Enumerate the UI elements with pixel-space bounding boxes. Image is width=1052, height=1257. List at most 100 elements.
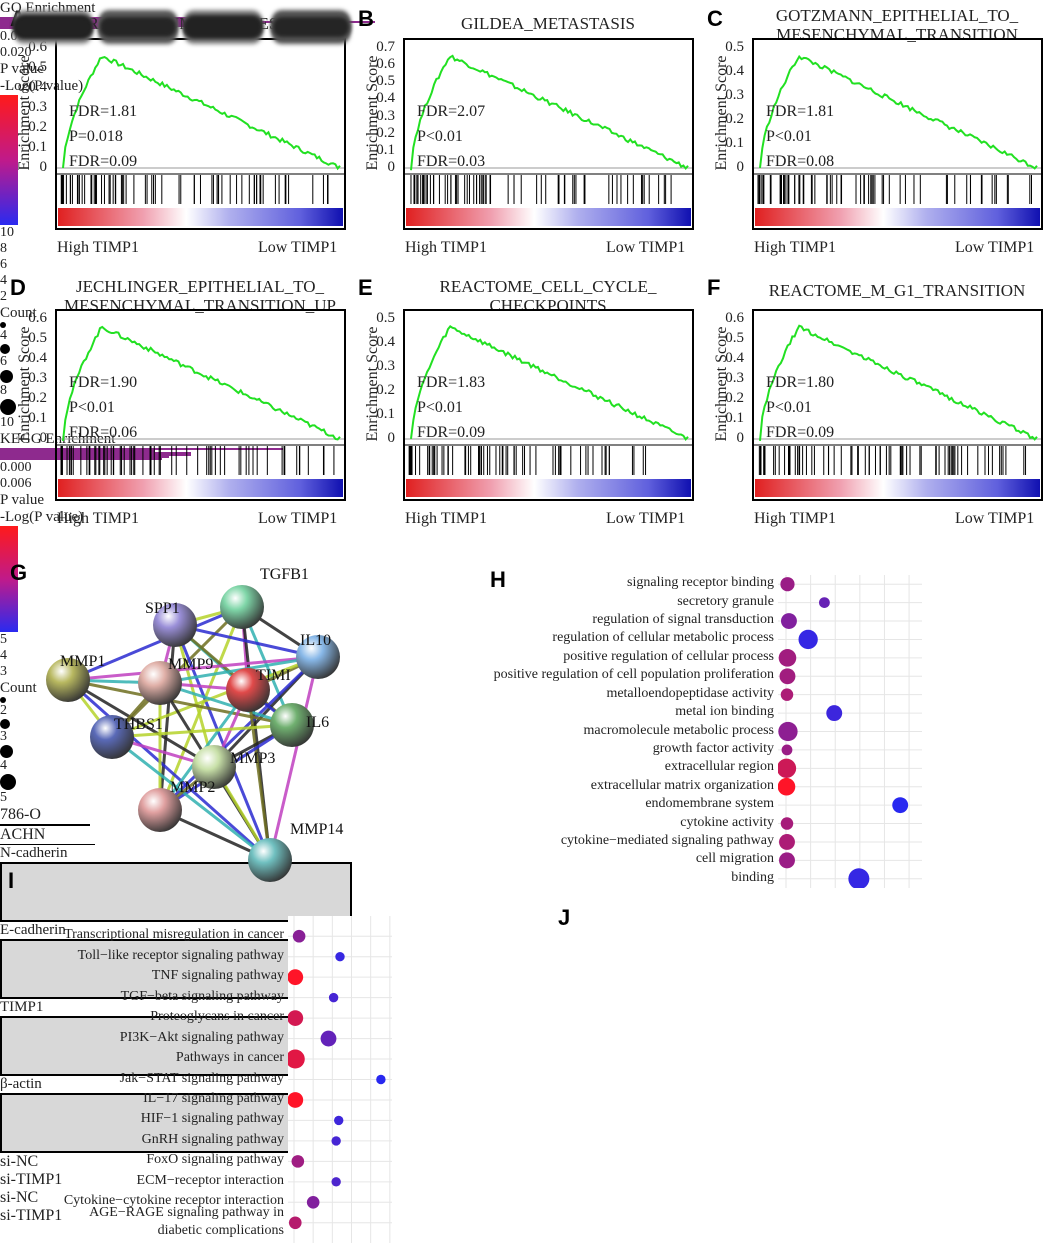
panel-label-i: I [8, 868, 15, 893]
go-term: regulation of cellular metabolic process [552, 630, 774, 646]
stat-text: FDR=0.09 [417, 424, 486, 441]
network-edge [173, 624, 272, 861]
panel-label-b: B [358, 6, 374, 31]
y-tick-label: 0.6 [28, 310, 47, 326]
kegg-term: Proteoglycans in cancer [150, 1009, 284, 1025]
network-node-thbs1 [90, 715, 134, 759]
go-color-tick: 10 [0, 225, 14, 240]
x-right-label: Low TIMP1 [606, 510, 686, 527]
network-node-label: IL10 [300, 632, 331, 649]
blot-label: N-cadherin [0, 845, 68, 861]
y-tick-label: 0.1 [28, 410, 47, 426]
gsea-plot [55, 38, 346, 230]
network-edge [67, 678, 215, 769]
go-underline [0, 17, 191, 19]
go-dot [779, 834, 795, 850]
kegg-term: PI3K−Akt signaling pathway [119, 1029, 284, 1045]
network-node-label: MMP1 [60, 653, 105, 670]
go-term: positive regulation of cell population p… [493, 667, 774, 683]
kegg-underline [0, 448, 283, 450]
y-tick-label: 0.3 [28, 99, 47, 115]
y-tick-label: 0.4 [376, 90, 395, 107]
cell-line-label: 786-O [0, 806, 41, 823]
kegg-size-tick: 3 [0, 729, 7, 744]
stat-text: FDR=1.90 [69, 374, 138, 391]
y-tick-label: 0.4 [725, 63, 744, 79]
kegg-dot [291, 1155, 305, 1168]
blot-label: β-actin [0, 1076, 42, 1092]
kegg-dot [331, 1177, 341, 1187]
network-node-label: IL6 [306, 714, 329, 731]
kegg-dot [288, 1049, 305, 1069]
go-size-dot [0, 344, 10, 354]
kegg-dot [376, 1074, 386, 1085]
kegg-size-dot [0, 745, 13, 758]
go-x-label: P value [0, 61, 45, 77]
network-node-mmp3 [192, 745, 236, 789]
go-term: growth factor activity [652, 740, 774, 756]
kegg-x-label: P value [0, 492, 45, 508]
y-tick-label: 0.1 [28, 139, 47, 155]
kegg-color-tick: 5 [0, 632, 7, 647]
kegg-term: AGE−RAGE signaling pathway in [89, 1204, 284, 1220]
blot-label: E-cadherin [0, 922, 66, 938]
y-tick-label: 0.3 [725, 370, 744, 386]
network-edge [67, 678, 293, 727]
go-dot [781, 613, 797, 629]
kegg-term: TGF−beta signaling pathway [120, 988, 284, 1004]
go-size-legend-title: Count [0, 305, 37, 321]
stat-text: FDR=1.81 [766, 103, 835, 120]
y-tick-label: 0.1 [725, 410, 744, 426]
y-tick-label: 0 [736, 430, 745, 446]
network-node-mmp2 [138, 788, 182, 832]
x-right-label: Low TIMP1 [606, 239, 686, 256]
stat-text: P<0.01 [69, 399, 115, 416]
network-node-label: THBS1 [114, 716, 163, 733]
network-node-spp1 [153, 603, 197, 647]
network-node-label: TGFB1 [260, 566, 309, 583]
ppi-network: TGFB1 SPP1 IL10 MMP1 MMP9 TIMI IL6 THBS1 MMP3 MMP… [46, 566, 343, 882]
go-dot [892, 797, 909, 814]
go-term: macromolecule metabolic process [583, 722, 774, 738]
gsea-plot [55, 309, 346, 501]
go-size-tick: 10 [0, 415, 14, 430]
x-right-label: Low TIMP1 [258, 239, 338, 256]
y-tick-label: 0.2 [28, 390, 47, 406]
kegg-term: HIF−1 signaling pathway [140, 1111, 284, 1127]
enrichment-curve [410, 325, 689, 442]
ranking-bar [58, 479, 343, 497]
kegg-term: FoxO signaling pathway [146, 1152, 284, 1168]
ranking-bar [755, 479, 1040, 497]
y-tick-label: 0.3 [725, 87, 744, 103]
y-tick-label: 0.5 [725, 330, 744, 346]
kegg-color-legend-title: -Log(P value) [0, 509, 84, 525]
plot-frame [403, 309, 694, 501]
stat-text: FDR=1.80 [766, 374, 835, 391]
stat-text: FDR=0.09 [766, 424, 835, 441]
network-node-mmp14 [248, 838, 292, 882]
go-color-legend-title: -Log(P value) [0, 78, 84, 94]
kegg-size-dot [0, 719, 10, 729]
go-dot [780, 577, 795, 592]
stat-text: P<0.01 [766, 128, 812, 145]
kegg-dot [334, 1115, 344, 1126]
go-term: signaling receptor binding [627, 575, 774, 591]
blot-label: TIMP1 [0, 999, 44, 1015]
kegg-dot [288, 1216, 302, 1230]
gsea-title-line: GILDEA_METASTASIS [461, 14, 635, 33]
stat-text: FDR=0.03 [417, 153, 486, 170]
go-dot [781, 744, 793, 756]
network-node-mmp1 [46, 658, 90, 702]
network-edge [174, 623, 319, 659]
y-tick-label: 0.2 [725, 390, 744, 406]
network-edge [67, 605, 243, 682]
kegg-term: GnRH signaling pathway [141, 1131, 284, 1147]
y-tick-label: 0.2 [376, 124, 395, 141]
y-tick-label: 0.3 [376, 358, 395, 374]
y-tick-label: 0 [39, 159, 48, 175]
y-tick-label: 0.3 [376, 107, 395, 124]
x-right-label: Low TIMP1 [955, 510, 1035, 527]
kegg-dot [288, 1010, 304, 1026]
go-dot [780, 817, 794, 830]
